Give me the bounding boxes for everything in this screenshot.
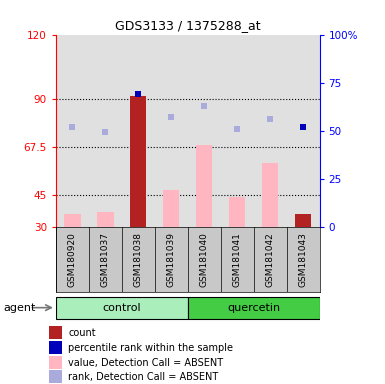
Text: GSM181043: GSM181043: [298, 232, 308, 287]
Bar: [49, 370, 62, 383]
Bar: [97, 212, 114, 227]
Text: rank, Detection Call = ABSENT: rank, Detection Call = ABSENT: [68, 372, 219, 382]
Point: [300, 124, 306, 130]
Point: [102, 129, 108, 136]
Text: count: count: [68, 328, 96, 338]
Bar: [49, 326, 62, 339]
Point: [267, 116, 273, 122]
Text: percentile rank within the sample: percentile rank within the sample: [68, 343, 233, 353]
Text: GSM180920: GSM180920: [68, 232, 77, 287]
Text: GSM181042: GSM181042: [266, 232, 275, 286]
Bar: [229, 197, 245, 227]
Text: GSM181039: GSM181039: [167, 232, 176, 287]
Bar: [295, 214, 311, 227]
Text: GSM181037: GSM181037: [101, 232, 110, 287]
Text: GSM181040: GSM181040: [200, 232, 209, 287]
Bar: [188, 297, 320, 319]
Text: control: control: [102, 303, 141, 313]
Bar: [130, 96, 146, 227]
Bar: [262, 162, 278, 227]
Bar: [64, 214, 80, 227]
Point: [135, 91, 141, 97]
Text: value, Detection Call = ABSENT: value, Detection Call = ABSENT: [68, 358, 223, 367]
Bar: [163, 190, 179, 227]
Point: [168, 114, 174, 120]
Text: GSM181038: GSM181038: [134, 232, 143, 287]
Text: agent: agent: [4, 303, 36, 313]
Bar: [196, 146, 213, 227]
Point: [201, 103, 207, 109]
Text: quercetin: quercetin: [227, 303, 280, 313]
Bar: [49, 341, 62, 354]
Text: GSM181041: GSM181041: [233, 232, 242, 287]
Point: [234, 126, 240, 132]
Bar: [49, 356, 62, 369]
Bar: [56, 297, 188, 319]
Point: [69, 124, 75, 130]
Title: GDS3133 / 1375288_at: GDS3133 / 1375288_at: [115, 19, 261, 32]
